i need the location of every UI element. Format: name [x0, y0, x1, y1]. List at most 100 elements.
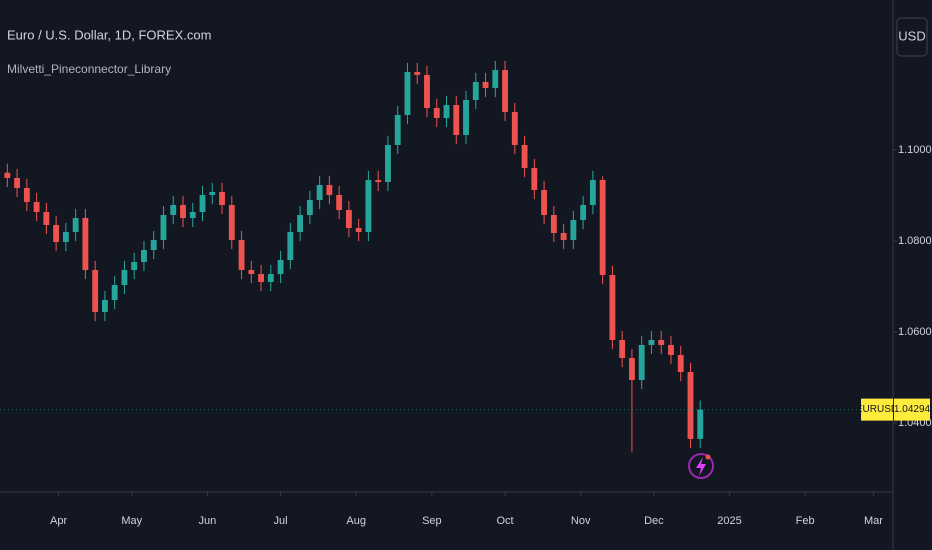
x-tick-label: May	[121, 515, 142, 527]
x-tick-label: Apr	[50, 515, 67, 527]
candle-body	[82, 218, 89, 271]
y-tick-label: 1.10000	[898, 144, 932, 156]
symbol-title: Euro / U.S. Dollar, 1D, FOREX.com	[7, 27, 211, 42]
candle-body	[648, 339, 655, 346]
candle-body	[131, 262, 138, 271]
candle-body	[541, 189, 548, 216]
candle-body	[345, 210, 352, 228]
alert-dot	[705, 454, 711, 460]
candle-body	[209, 191, 216, 195]
candle-body	[414, 72, 421, 75]
candle-body	[72, 218, 79, 232]
candle-body	[433, 108, 440, 119]
candle-body	[53, 224, 60, 242]
candle-body	[492, 70, 499, 88]
candle-body	[219, 191, 225, 206]
candle-body	[463, 100, 469, 135]
candle-body	[238, 239, 245, 271]
symbol-badge-label: EURUSD	[856, 404, 898, 415]
candle-body	[248, 270, 255, 275]
candle-body	[170, 205, 177, 216]
candle-body	[141, 250, 147, 263]
candle-body	[599, 179, 606, 275]
candle-body	[394, 115, 401, 145]
candle-body	[424, 74, 430, 109]
x-tick-label: Jul	[274, 515, 288, 527]
candle-body	[267, 274, 274, 282]
candle-body	[443, 105, 450, 119]
candle-body	[4, 172, 11, 178]
candle-body	[580, 205, 587, 221]
candle-body	[687, 372, 694, 439]
candle-body	[121, 270, 128, 285]
candle-body	[336, 194, 343, 211]
alert-icon[interactable]	[688, 453, 714, 479]
y-tick-label: 1.08000	[898, 235, 932, 247]
candle-body	[531, 168, 538, 190]
candle-body	[502, 70, 508, 113]
currency-button[interactable]	[896, 17, 928, 57]
candle-body	[297, 215, 304, 232]
candle-body	[150, 239, 157, 251]
candle-body	[629, 358, 635, 380]
candle-body	[306, 200, 313, 216]
candle-body	[326, 184, 333, 195]
x-tick-label: Jun	[199, 515, 217, 527]
candle-body	[472, 81, 479, 101]
currency-label: USD	[898, 28, 925, 43]
price-badge-label: 1.04294	[894, 404, 931, 415]
candle-body	[521, 144, 528, 169]
candle-body	[160, 215, 167, 240]
y-tick-label: 1.06000	[898, 326, 932, 338]
candle-body	[589, 179, 596, 206]
candle-body	[668, 345, 674, 356]
labels: 1.040001.060001.080001.10000AprMayJunJul…	[50, 144, 932, 527]
candle-body	[111, 284, 118, 301]
candle-body	[14, 177, 21, 188]
alert-bolt	[696, 457, 706, 476]
x-tick-label: Oct	[496, 515, 513, 527]
x-tick-label: Feb	[796, 515, 815, 527]
candle-body	[199, 194, 206, 213]
candle-body	[619, 339, 626, 359]
candle-body	[697, 409, 704, 439]
candle-body	[33, 202, 40, 213]
price-badge	[894, 398, 930, 421]
candle-body	[511, 112, 518, 145]
candle-body	[677, 355, 684, 373]
candle-body	[23, 187, 30, 203]
candle-body	[228, 205, 235, 240]
candle-body	[658, 339, 665, 346]
candle-body	[189, 212, 196, 219]
candle-body	[404, 72, 411, 116]
symbol-badge	[861, 398, 893, 421]
candle-body	[385, 144, 391, 182]
x-tick-label: Mar	[864, 515, 883, 527]
candle-body	[92, 270, 99, 313]
candle-body	[43, 212, 50, 225]
candle-body	[638, 345, 645, 380]
candle-body	[365, 179, 372, 232]
candle-body	[287, 231, 294, 261]
candle-body	[277, 260, 284, 275]
x-tick-label: Nov	[571, 515, 591, 527]
x-tick-label: Dec	[644, 515, 664, 527]
x-tick-label: 2025	[717, 515, 741, 527]
candle-body	[560, 232, 567, 240]
candle-body	[101, 300, 108, 313]
candle-body	[355, 227, 362, 232]
indicator-name[interactable]: Milvetti_Pineconnector_Library	[7, 62, 171, 76]
candle-body	[453, 105, 460, 135]
candle-body	[375, 179, 382, 182]
candle-body	[550, 215, 557, 233]
candle-body	[258, 274, 264, 282]
plot	[0, 60, 897, 496]
candle-body	[62, 231, 69, 242]
candle-body	[316, 184, 323, 201]
candle-body	[609, 274, 616, 340]
candle-body	[180, 205, 186, 219]
x-tick-label: Aug	[346, 515, 366, 527]
